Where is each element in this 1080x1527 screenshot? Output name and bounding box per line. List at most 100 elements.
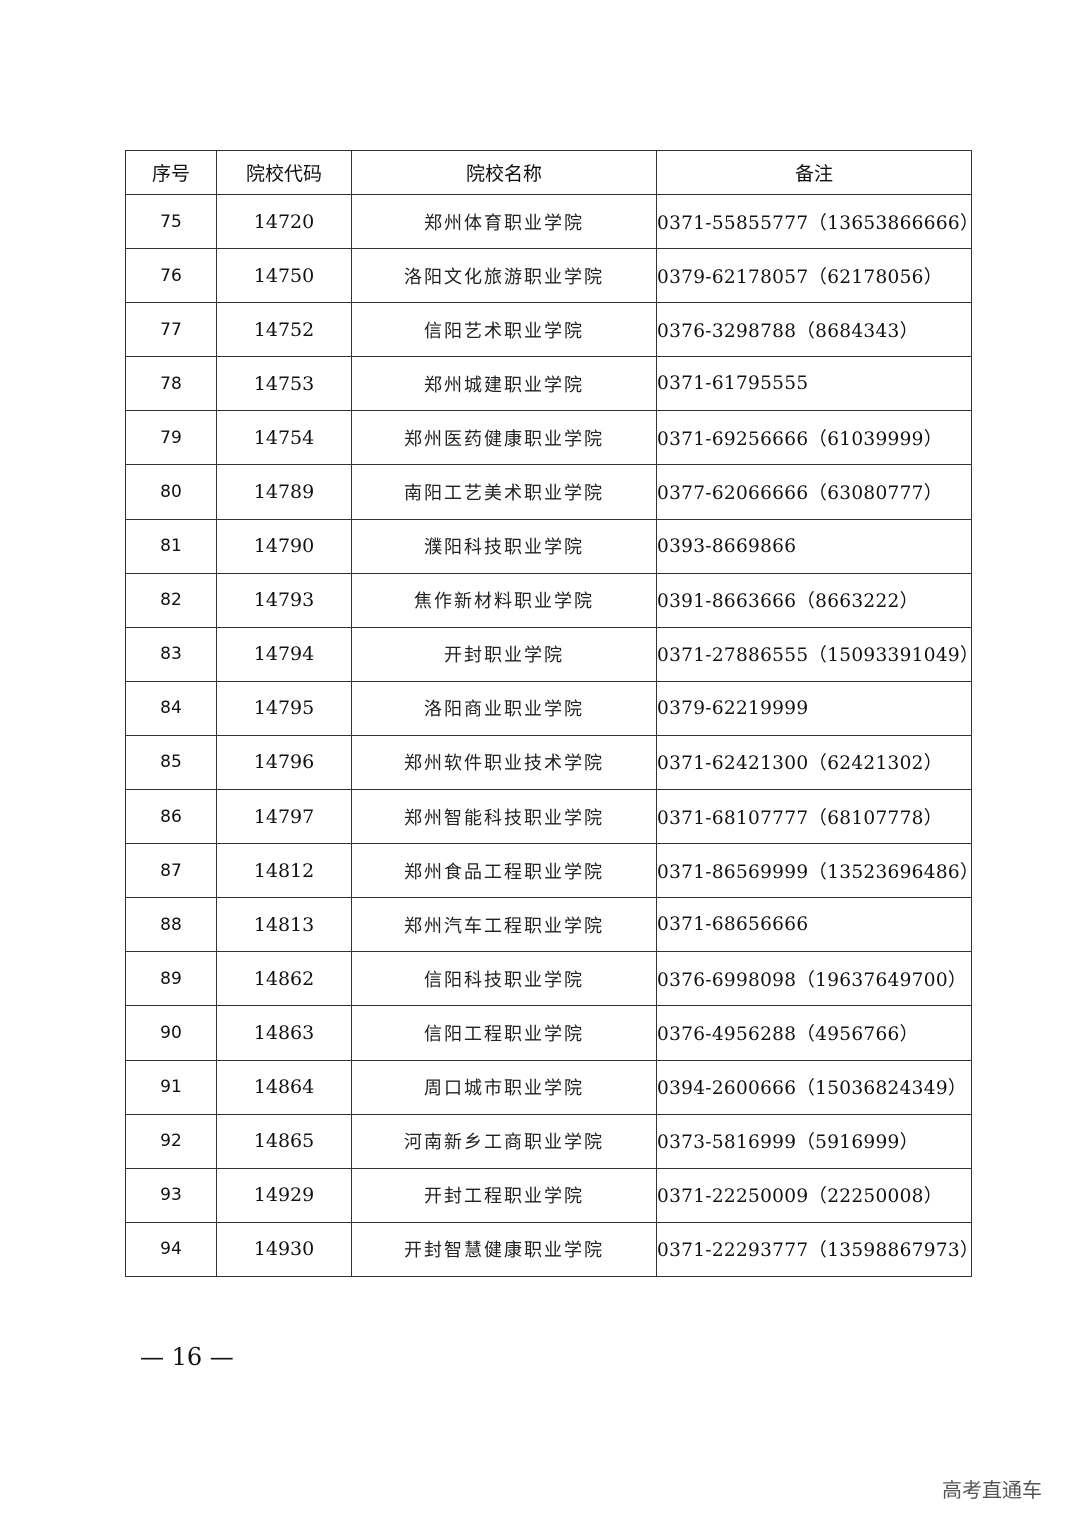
cell-name: 洛阳文化旅游职业学院 xyxy=(351,248,657,304)
cell-note: 0373-5816999（5916999） xyxy=(656,1113,972,1169)
header-note: 备注 xyxy=(656,150,972,195)
table-row: 78 14753 郑州城建职业学院 0371-61795555 xyxy=(125,356,972,412)
cell-code: 14795 xyxy=(216,680,352,736)
cell-note: 0394-2600666（15036824349） xyxy=(656,1059,972,1115)
cell-seq: 77 xyxy=(125,302,217,358)
table-header-row: 序号 院校代码 院校名称 备注 xyxy=(125,150,972,195)
cell-code: 14813 xyxy=(216,897,352,953)
cell-code: 14863 xyxy=(216,1005,352,1061)
watermark: 高考直通车 xyxy=(942,1478,1042,1502)
table-row: 93 14929 开封工程职业学院 0371-22250009（22250008） xyxy=(125,1167,972,1223)
cell-name: 信阳科技职业学院 xyxy=(351,951,657,1007)
cell-seq: 93 xyxy=(125,1167,217,1223)
cell-seq: 78 xyxy=(125,356,217,412)
table-row: 85 14796 郑州软件职业技术学院 0371-62421300（62421302） xyxy=(125,734,972,791)
cell-code: 14930 xyxy=(216,1221,352,1277)
cell-code: 14929 xyxy=(216,1167,352,1223)
cell-name: 焦作新材料职业学院 xyxy=(351,572,657,628)
table-row: 89 14862 信阳科技职业学院 0376-6998098（19637649700） xyxy=(125,951,972,1007)
cell-seq: 85 xyxy=(125,734,217,791)
cell-name: 郑州智能科技职业学院 xyxy=(351,789,657,845)
cell-note: 0376-3298788（8684343） xyxy=(656,302,972,358)
cell-code: 14864 xyxy=(216,1059,352,1115)
cell-seq: 82 xyxy=(125,572,217,628)
cell-note: 0371-69256666（61039999） xyxy=(656,410,972,466)
cell-name: 洛阳商业职业学院 xyxy=(351,680,657,736)
cell-seq: 87 xyxy=(125,843,217,899)
cell-seq: 80 xyxy=(125,464,217,520)
cell-seq: 75 xyxy=(125,193,217,250)
table-row: 87 14812 郑州食品工程职业学院 0371-86569999（135236964… xyxy=(125,843,972,899)
cell-name: 南阳工艺美术职业学院 xyxy=(351,464,657,520)
cell-seq: 83 xyxy=(125,626,217,682)
cell-code: 14750 xyxy=(216,248,352,304)
table-row: 92 14865 河南新乡工商职业学院 0373-5816999（5916999） xyxy=(125,1113,972,1169)
cell-name: 郑州食品工程职业学院 xyxy=(351,843,657,899)
cell-code: 14812 xyxy=(216,843,352,899)
cell-note: 0371-22250009（22250008） xyxy=(656,1167,972,1223)
table-row: 91 14864 周口城市职业学院 0394-2600666（15036824349） xyxy=(125,1059,972,1115)
cell-code: 14862 xyxy=(216,951,352,1007)
table-row: 79 14754 郑州医药健康职业学院 0371-69256666（61039999） xyxy=(125,410,972,466)
table-row: 77 14752 信阳艺术职业学院 0376-3298788（8684343） xyxy=(125,302,972,358)
cell-name: 郑州体育职业学院 xyxy=(351,193,657,250)
cell-note: 0371-27886555（15093391049） xyxy=(656,626,972,682)
cell-seq: 88 xyxy=(125,897,217,953)
cell-name: 开封工程职业学院 xyxy=(351,1167,657,1223)
cell-note: 0379-62178057（62178056） xyxy=(656,248,972,304)
table-row: 76 14750 洛阳文化旅游职业学院 0379-62178057（62178056） xyxy=(125,248,972,304)
table-row: 81 14790 濮阳科技职业学院 0393-8669866 xyxy=(125,518,972,574)
college-table: 序号 院校代码 院校名称 备注 75 14720 郑州体育职业学院 0371-5585… xyxy=(125,150,972,1277)
cell-name: 开封职业学院 xyxy=(351,626,657,682)
cell-seq: 76 xyxy=(125,248,217,304)
table-row: 82 14793 焦作新材料职业学院 0391-8663666（8663222） xyxy=(125,572,972,628)
table-row: 80 14789 南阳工艺美术职业学院 0377-62066666（63080777） xyxy=(125,464,972,520)
cell-note: 0376-6998098（19637649700） xyxy=(656,951,972,1007)
cell-seq: 92 xyxy=(125,1113,217,1169)
table-row: 94 14930 开封智慧健康职业学院 0371-22293777（13598867… xyxy=(125,1221,972,1277)
cell-seq: 81 xyxy=(125,518,217,574)
page-number: — 16 — xyxy=(140,1343,234,1371)
table-row: 84 14795 洛阳商业职业学院 0379-62219999 xyxy=(125,680,972,736)
header-code: 院校代码 xyxy=(216,150,352,195)
cell-note: 0379-62219999 xyxy=(656,680,972,736)
cell-seq: 91 xyxy=(125,1059,217,1115)
cell-code: 14720 xyxy=(216,193,352,250)
cell-seq: 84 xyxy=(125,680,217,736)
cell-seq: 89 xyxy=(125,951,217,1007)
cell-code: 14752 xyxy=(216,302,352,358)
cell-name: 开封智慧健康职业学院 xyxy=(351,1221,657,1277)
table-row: 75 14720 郑州体育职业学院 0371-55855777（13653866666… xyxy=(125,193,972,250)
table-row: 90 14863 信阳工程职业学院 0376-4956288（4956766） xyxy=(125,1005,972,1061)
cell-name: 郑州汽车工程职业学院 xyxy=(351,897,657,953)
cell-name: 濮阳科技职业学院 xyxy=(351,518,657,574)
cell-note: 0376-4956288（4956766） xyxy=(656,1005,972,1061)
cell-code: 14794 xyxy=(216,626,352,682)
cell-note: 0371-61795555 xyxy=(656,356,972,412)
cell-code: 14753 xyxy=(216,356,352,412)
cell-name: 郑州医药健康职业学院 xyxy=(351,410,657,466)
cell-seq: 79 xyxy=(125,410,217,466)
cell-note: 0371-68107777（68107778） xyxy=(656,789,972,845)
cell-note: 0391-8663666（8663222） xyxy=(656,572,972,628)
cell-name: 郑州城建职业学院 xyxy=(351,356,657,412)
header-name: 院校名称 xyxy=(351,150,657,195)
header-seq: 序号 xyxy=(125,150,217,195)
cell-seq: 94 xyxy=(125,1221,217,1277)
table-row: 83 14794 开封职业学院 0371-27886555（15093391049） xyxy=(125,626,972,682)
cell-seq: 86 xyxy=(125,789,217,845)
cell-note: 0371-22293777（13598867973） xyxy=(656,1221,972,1277)
cell-note: 0371-68656666 xyxy=(656,897,972,953)
cell-seq: 90 xyxy=(125,1005,217,1061)
cell-note: 0371-62421300（62421302） xyxy=(656,734,972,791)
cell-code: 14789 xyxy=(216,464,352,520)
cell-code: 14865 xyxy=(216,1113,352,1169)
cell-name: 信阳工程职业学院 xyxy=(351,1005,657,1061)
cell-code: 14790 xyxy=(216,518,352,574)
cell-note: 0371-55855777（13653866666） xyxy=(656,193,972,250)
cell-note: 0371-86569999（13523696486） xyxy=(656,843,972,899)
cell-name: 信阳艺术职业学院 xyxy=(351,302,657,358)
table-row: 86 14797 郑州智能科技职业学院 0371-68107777（68107778） xyxy=(125,789,972,845)
cell-name: 周口城市职业学院 xyxy=(351,1059,657,1115)
cell-code: 14797 xyxy=(216,789,352,845)
